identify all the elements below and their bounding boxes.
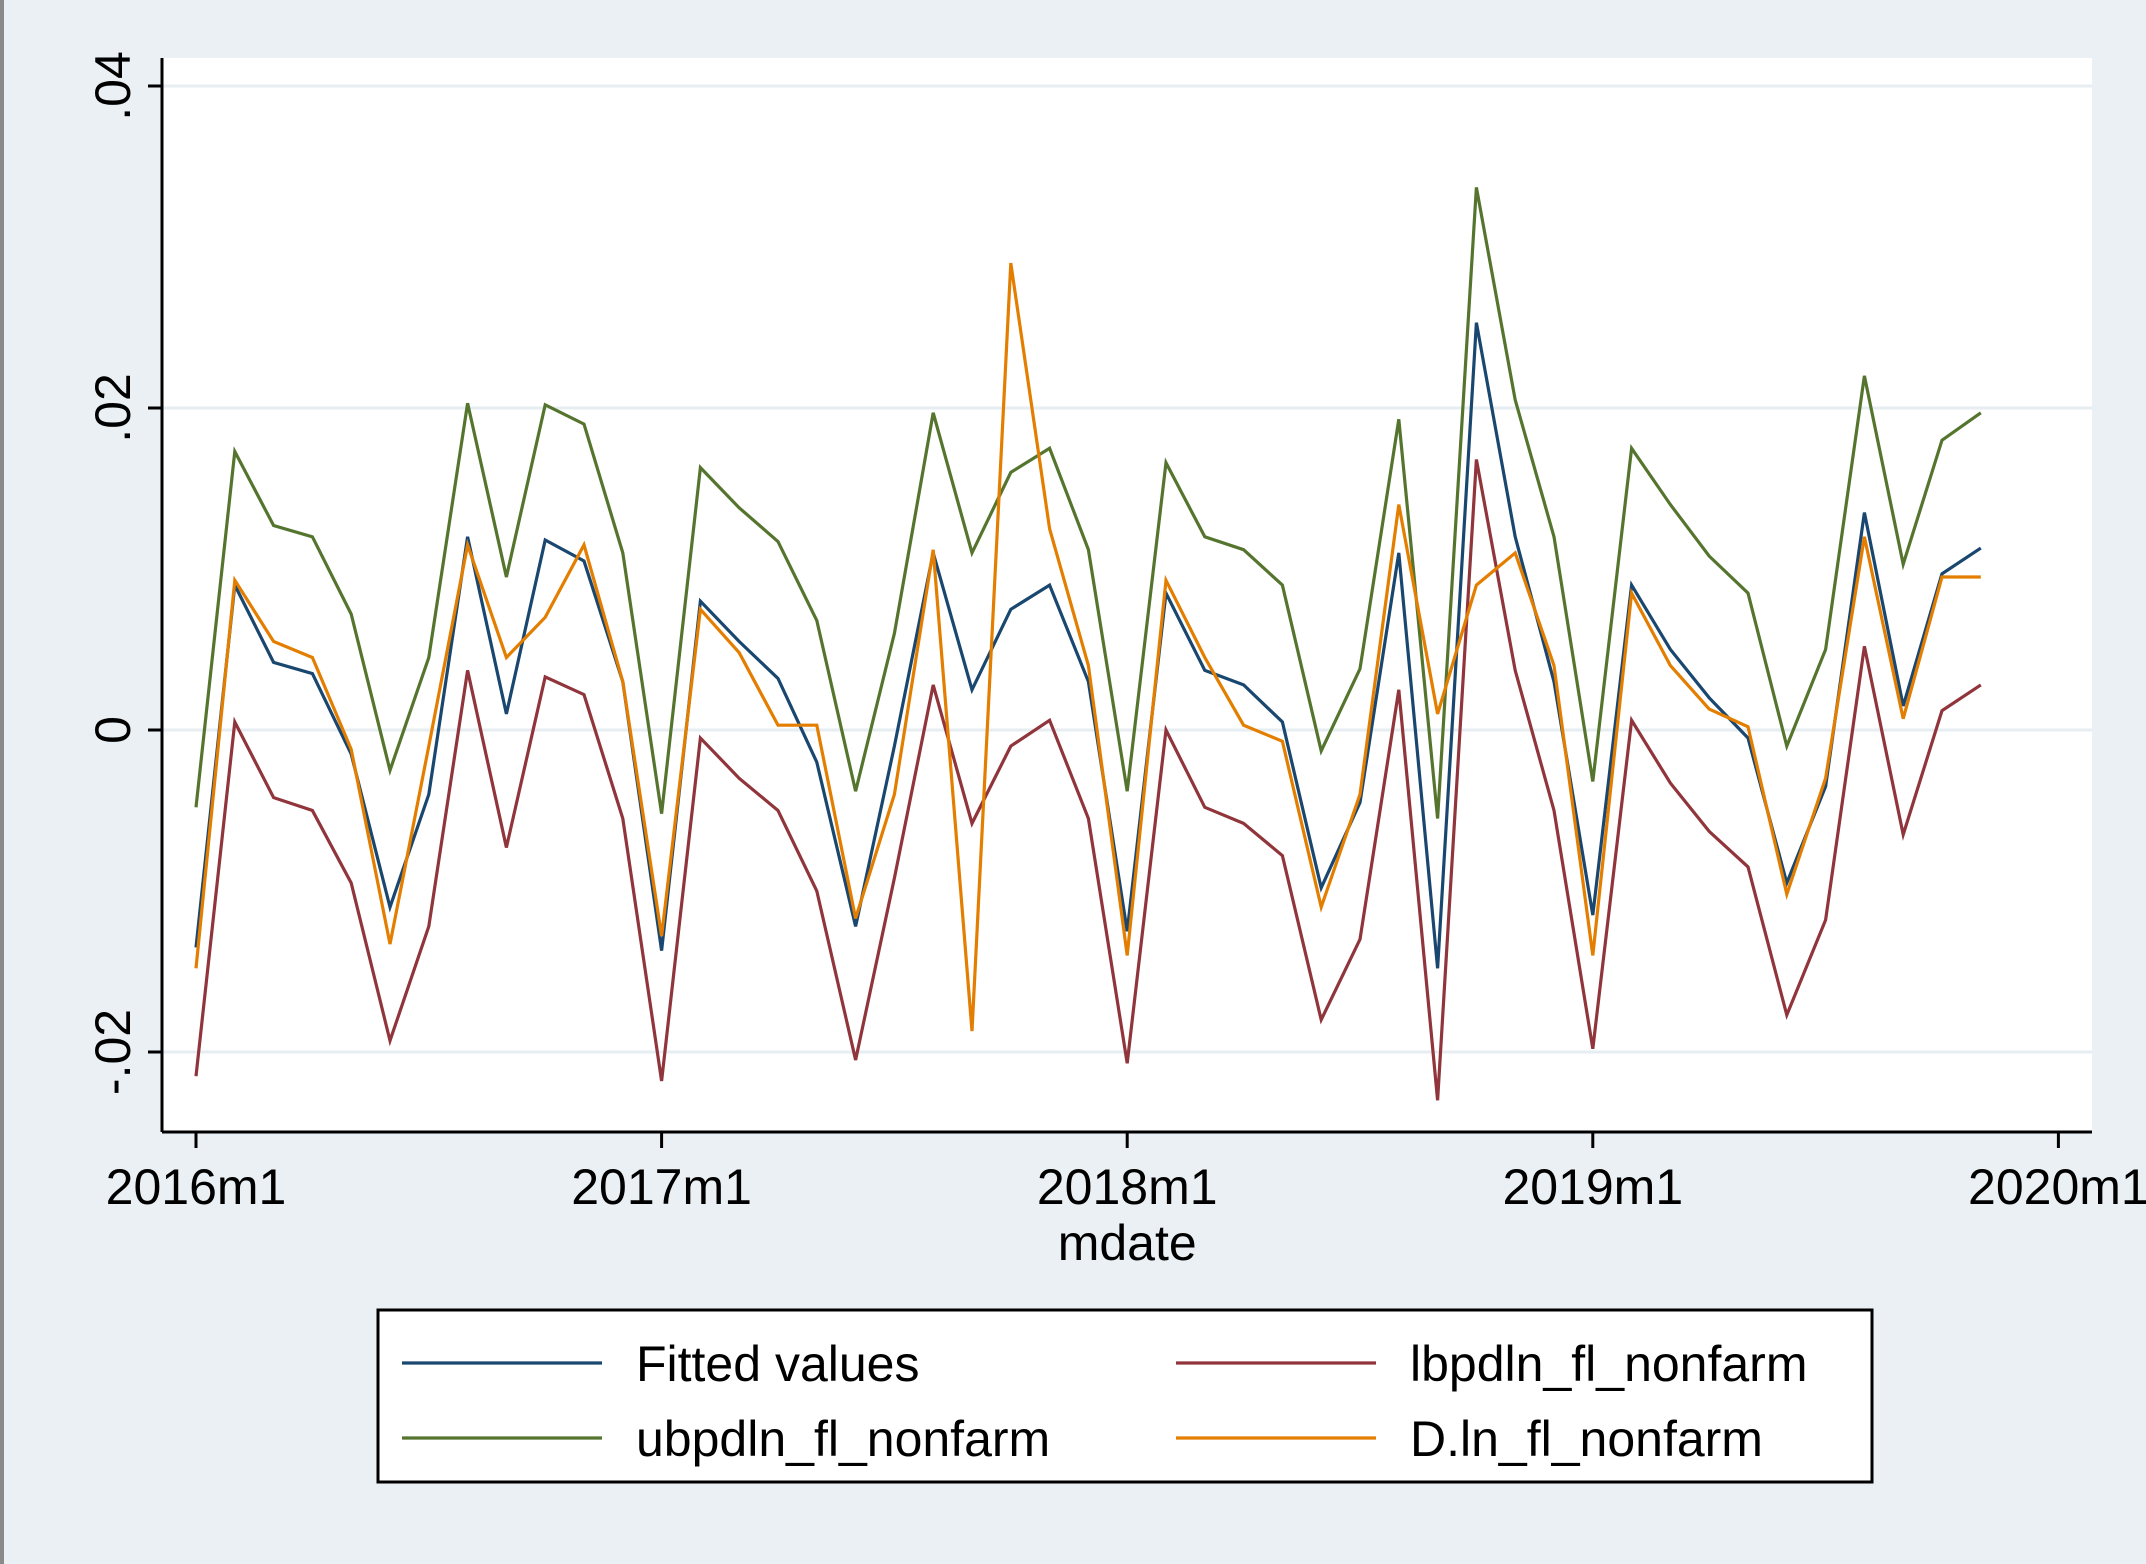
series-line-2 xyxy=(194,187,1982,819)
plot-background xyxy=(162,58,2092,1132)
legend-label-3: D.ln_fl_nonfarm xyxy=(1410,1411,1763,1467)
x-tick-label: 2020m1 xyxy=(1968,1159,2146,1215)
x-tick-label: 2017m1 xyxy=(571,1159,752,1215)
y-tick-label: .02 xyxy=(85,373,141,443)
x-tick-label: 2016m1 xyxy=(106,1159,287,1215)
x-axis-title: mdate xyxy=(1058,1215,1197,1271)
series-line-3 xyxy=(194,262,1981,1032)
legend: Fitted values lbpdln_fl_nonfarm ubpdln_fl_… xyxy=(376,1308,1874,1484)
y-tick-label: -.02 xyxy=(85,1009,141,1095)
plot-area: -.02 0 .02 .04 2016m1 2017m1 2018m1 2019m1 2020m… xyxy=(85,51,2146,1271)
y-tick-label: .04 xyxy=(85,51,141,121)
y-tick-label: 0 xyxy=(85,716,141,744)
legend-label-1: lbpdln_fl_nonfarm xyxy=(1410,1336,1808,1392)
x-tick-label: 2018m1 xyxy=(1037,1159,1218,1215)
series-line-0 xyxy=(194,322,1982,969)
legend-box xyxy=(376,1308,1874,1484)
legend-label-2: ubpdln_fl_nonfarm xyxy=(636,1411,1050,1467)
window-left-border xyxy=(0,0,4,1564)
x-tick-label: 2019m1 xyxy=(1502,1159,1683,1215)
legend-label-0: Fitted values xyxy=(636,1336,919,1392)
series-line-1 xyxy=(194,459,1982,1101)
